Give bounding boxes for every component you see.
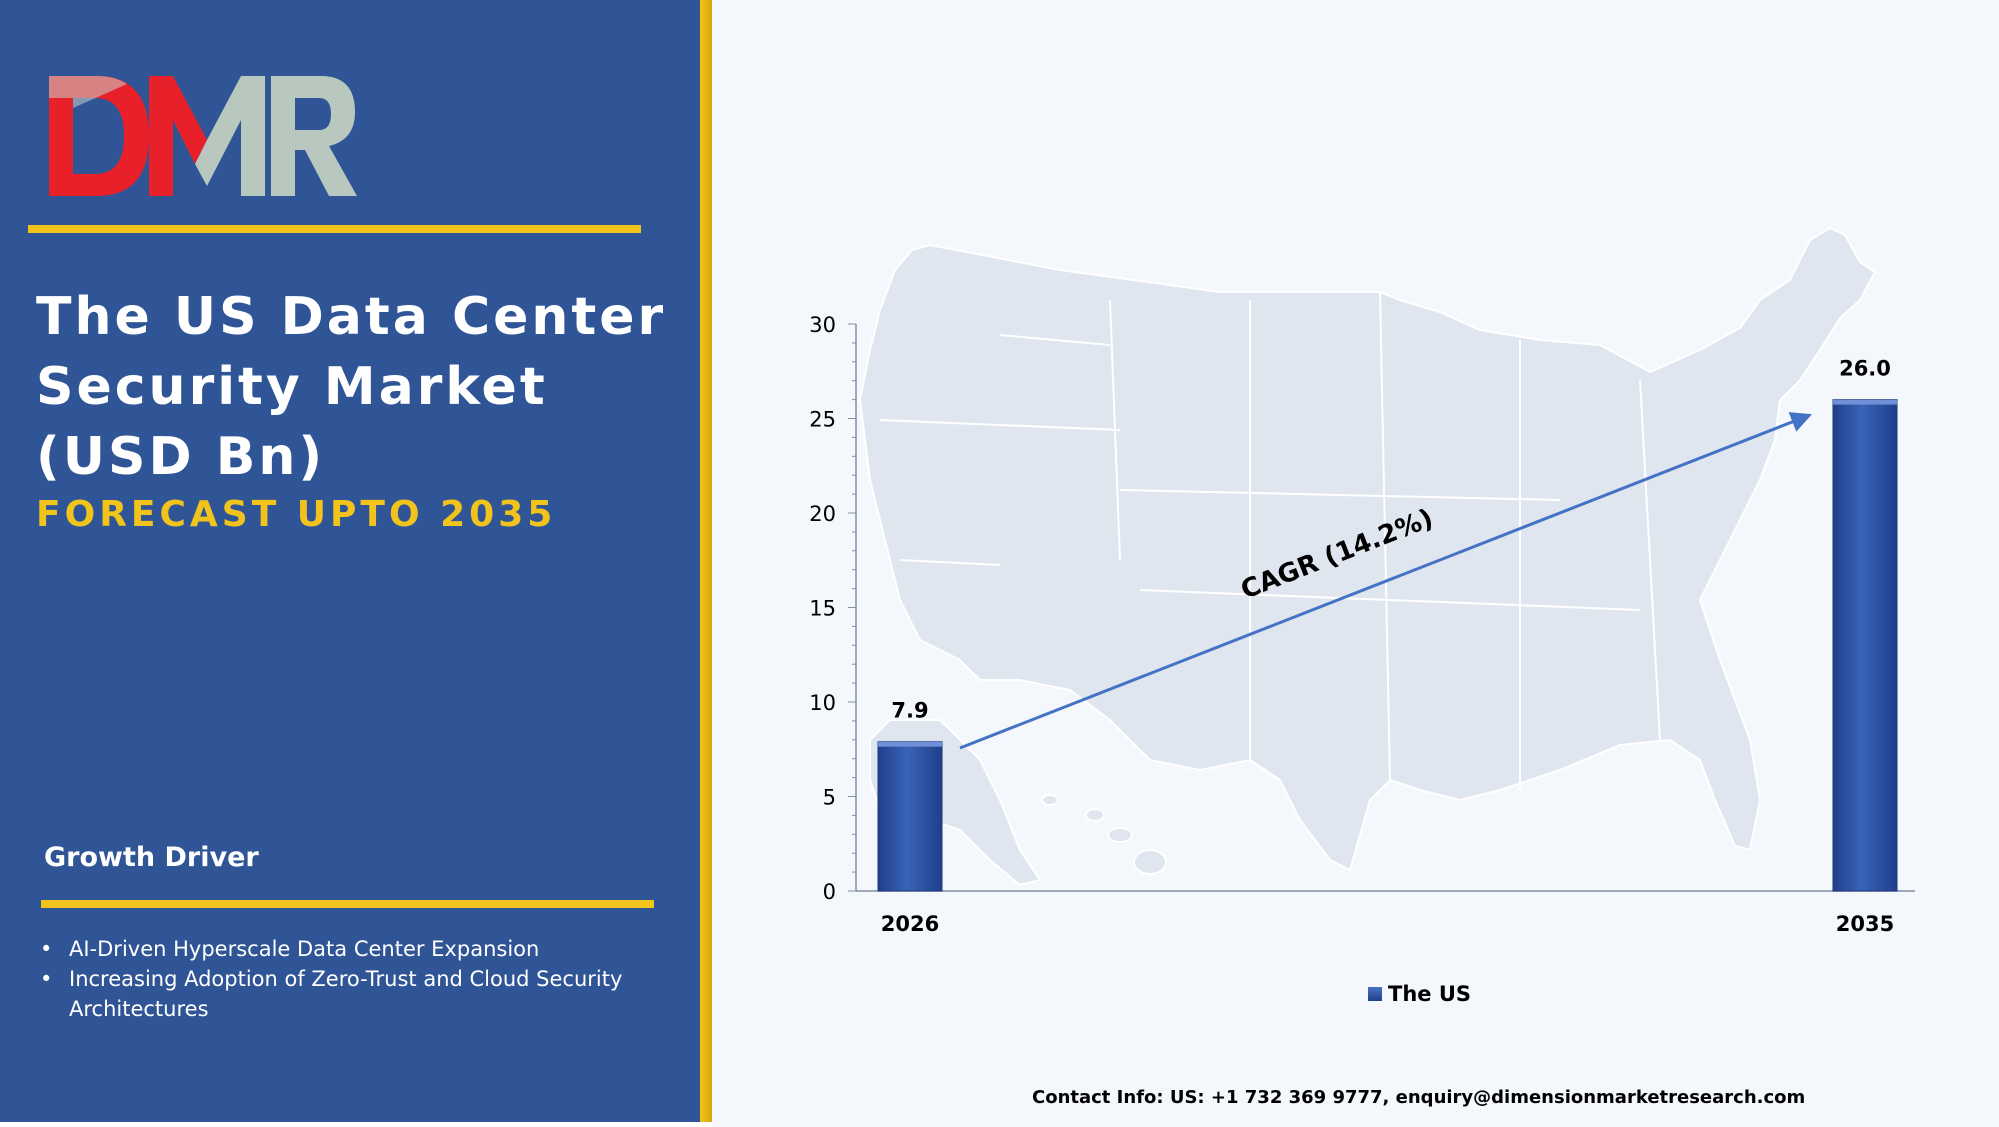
y-tick-label: 25	[809, 408, 836, 432]
bar-top-highlight	[1833, 399, 1897, 405]
list-item: • AI-Driven Hyperscale Data Center Expan…	[40, 934, 650, 964]
legend-label: The US	[1388, 982, 1472, 1006]
page-title: The US Data Center Security Market (USD …	[36, 287, 667, 487]
accent-bar	[700, 0, 712, 1127]
x-tick-label: 2026	[881, 912, 939, 936]
data-label: 7.9	[891, 699, 928, 723]
contact-info: Contact Info: US: +1 732 369 9777, enqui…	[1032, 1087, 1806, 1108]
x-tick-label: 2035	[1836, 912, 1894, 936]
bar-top-highlight	[878, 741, 942, 747]
growth-driver-list: • AI-Driven Hyperscale Data Center Expan…	[40, 934, 650, 1024]
bottom-strip	[0, 1122, 712, 1127]
logo-letter-r	[271, 76, 357, 196]
title-rule	[28, 225, 641, 233]
data-label: 26.0	[1839, 357, 1891, 381]
bullet-icon: •	[40, 937, 53, 961]
y-tick-label: 10	[809, 691, 836, 715]
y-tick-label: 30	[809, 313, 836, 337]
legend-swatch	[1368, 987, 1382, 1001]
list-item: • Increasing Adoption of Zero-Trust and …	[40, 964, 650, 1024]
y-tick-label: 20	[809, 502, 836, 526]
driver-text: AI-Driven Hyperscale Data Center Expansi…	[69, 937, 540, 961]
bar-2035	[1832, 399, 1898, 892]
left-panel: The US Data Center Security Market (USD …	[0, 0, 700, 1127]
y-tick-label: 15	[809, 597, 836, 621]
growth-driver-rule	[41, 900, 654, 908]
dmr-logo	[49, 76, 357, 196]
logo-letter-m-left	[149, 76, 207, 196]
chart-bars	[877, 399, 1898, 892]
chart-legend: The US	[1368, 982, 1471, 1006]
bar-2026	[877, 741, 943, 892]
bullet-icon: •	[40, 967, 53, 991]
driver-text: Increasing Adoption of Zero-Trust and Cl…	[69, 967, 623, 1021]
logo-letter-d	[49, 76, 149, 196]
page-subtitle: FORECAST UPTO 2035	[36, 494, 557, 535]
chart-labels: 7.9 2026 26.0 2035	[881, 357, 1894, 936]
chart-axes: 0 5 10 15 20 25 30	[809, 313, 1915, 904]
logo-letter-m-right	[195, 76, 265, 196]
growth-driver-heading: Growth Driver	[44, 842, 259, 873]
y-tick-label: 0	[823, 880, 836, 904]
y-tick-label: 5	[823, 786, 836, 810]
cagr-arrow	[959, 412, 1812, 750]
